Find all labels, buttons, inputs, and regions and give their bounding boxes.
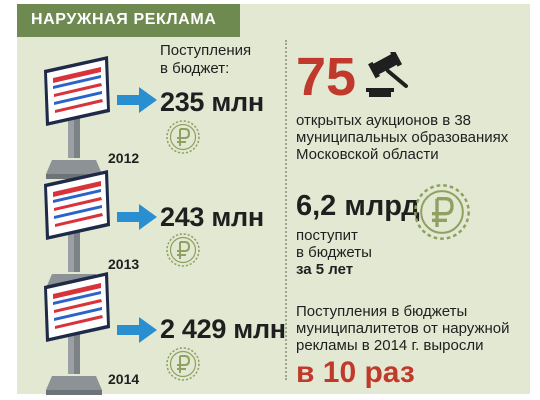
auctions-description: открытых аукционов в 38 муниципальных об… xyxy=(296,112,508,163)
budget-intro: Поступления в бюджет: xyxy=(160,42,251,78)
growth-line1: Поступления в бюджеты xyxy=(296,303,468,320)
year-label-2014: 2014 xyxy=(108,371,140,387)
ruble-coin-icon xyxy=(166,120,200,154)
budget-intro-line1: Поступления xyxy=(160,42,252,59)
growth-line3: рекламы в 2014 г. выросли xyxy=(296,337,484,354)
total-amount: 6,2 млрд xyxy=(296,190,420,222)
header-bar xyxy=(17,4,240,37)
auctions-line2: муниципальных образованиях xyxy=(296,129,509,146)
ruble-coin-icon xyxy=(166,347,200,381)
total-line2: в бюджеты xyxy=(296,244,372,261)
budget-intro-line2: в бюджет: xyxy=(160,60,230,77)
gavel-icon xyxy=(366,52,408,97)
growth-times: в 10 раз xyxy=(296,356,415,389)
amount-2012: 235 млн xyxy=(160,87,264,117)
arrow-right-icon xyxy=(117,87,157,113)
column-divider xyxy=(285,40,287,380)
auctions-line1: открытых аукционов в 38 xyxy=(296,112,472,129)
arrow-right-icon xyxy=(117,317,157,343)
arrow-right-icon xyxy=(117,204,157,230)
year-label-2013: 2013 xyxy=(108,256,140,272)
billboard-icon xyxy=(44,272,110,395)
ruble-coin-icon xyxy=(166,233,200,267)
ruble-coin-icon xyxy=(413,183,471,241)
billboard-icon xyxy=(44,56,110,179)
auctions-count: 75 xyxy=(296,47,357,107)
amount-2014: 2 429 млн xyxy=(160,314,286,344)
growth-line2: муниципалитетов от наружной xyxy=(296,320,510,337)
total-description: поступит в бюджеты за 5 лет xyxy=(296,227,372,278)
total-line1: поступит xyxy=(296,227,358,244)
growth-description: Поступления в бюджеты муниципалитетов от… xyxy=(296,303,510,354)
auctions-line3: Московской области xyxy=(296,146,439,163)
year-label-2012: 2012 xyxy=(108,150,140,166)
total-line3: за 5 лет xyxy=(296,261,354,278)
header-title: НАРУЖНАЯ РЕКЛАМА xyxy=(31,11,217,28)
amount-2013: 243 млн xyxy=(160,202,264,232)
